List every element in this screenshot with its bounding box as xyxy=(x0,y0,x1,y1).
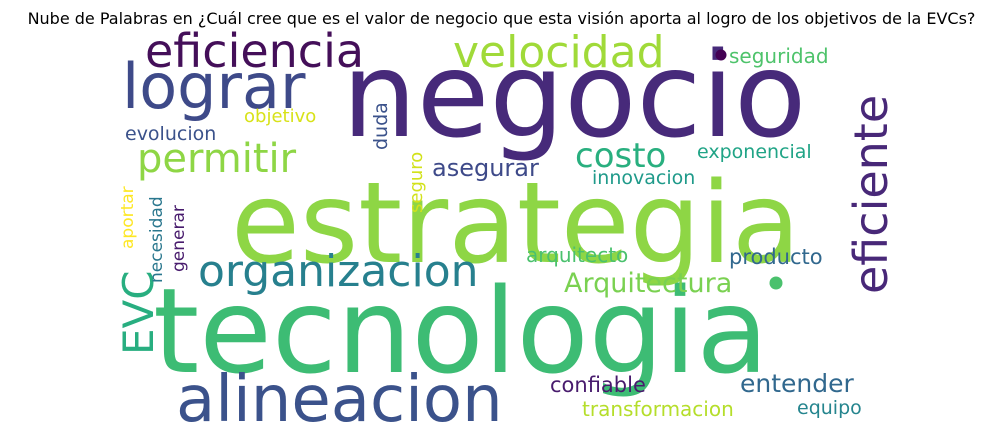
word-seguro: seguro xyxy=(406,152,427,213)
word-organizacion: organizacion xyxy=(198,246,479,297)
cloud-dot xyxy=(769,276,783,290)
word-asegurar: asegurar xyxy=(432,154,539,182)
cloud-dot xyxy=(715,49,727,61)
word-estrategia: estrategia xyxy=(231,159,801,289)
word-seguridad: seguridad xyxy=(729,44,829,68)
word-arquitecto: arquitecto xyxy=(526,243,628,267)
word-costo: costo xyxy=(575,136,666,176)
word-evc: EVC xyxy=(114,270,163,355)
word-producto: producto xyxy=(729,245,823,269)
word-necesidad: necesidad xyxy=(147,196,167,283)
word-aportar: aportar xyxy=(118,186,138,249)
word-alineacion: alineacion xyxy=(176,363,503,430)
word-velocidad: velocidad xyxy=(453,27,665,78)
word-eficiente: eficiente xyxy=(844,95,898,294)
word-equipo: equipo xyxy=(797,397,862,419)
word-entender: entender xyxy=(740,369,855,398)
word-confiable: confiable xyxy=(550,373,646,397)
word-objetivo: objetivo xyxy=(244,106,316,127)
word-exponencial: exponencial xyxy=(697,141,812,163)
word-duda: duda xyxy=(370,102,392,150)
word-negocio: negocio xyxy=(342,26,806,164)
word-eficiencia: eficiencia xyxy=(145,24,364,78)
word-permitir: permitir xyxy=(137,136,297,182)
word-evolucion: evolucion xyxy=(125,123,216,145)
word-transformacion: transformacion xyxy=(582,397,734,421)
word-arquitectura: Arquitectura xyxy=(564,268,732,299)
word-generar: generar xyxy=(169,205,189,272)
word-innovacion: innovacion xyxy=(592,167,695,189)
word-lograr: lograr xyxy=(122,50,306,123)
word-tecnologia: tecnologia xyxy=(153,262,769,400)
chart-title: Nube de Palabras en ¿Cuál cree que es el… xyxy=(27,9,976,28)
